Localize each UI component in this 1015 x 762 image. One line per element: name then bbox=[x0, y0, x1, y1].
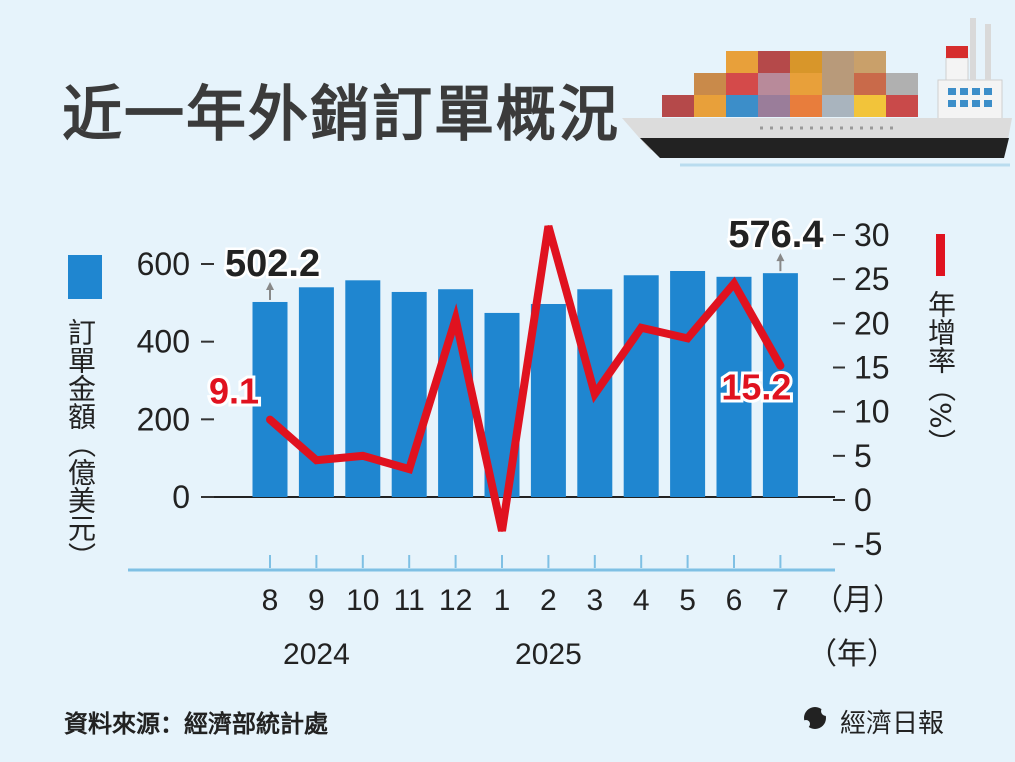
bar bbox=[623, 275, 659, 497]
annotation-arrow-head bbox=[266, 281, 274, 290]
bar bbox=[530, 303, 566, 497]
right-tick-label: 15 bbox=[854, 350, 890, 386]
line-point bbox=[547, 225, 550, 228]
right-tick-label: 10 bbox=[854, 394, 890, 430]
line-value-label: 15.2 bbox=[721, 367, 791, 408]
line-point bbox=[733, 282, 735, 285]
growth-line bbox=[266, 225, 785, 532]
bar-value-label: 502.2 bbox=[225, 243, 320, 285]
x-unit-label: （月） bbox=[813, 583, 903, 618]
brand-name: 經濟日報 bbox=[840, 709, 945, 739]
x-tick-label: 3 bbox=[586, 584, 603, 617]
left-tick-label: 200 bbox=[137, 401, 190, 437]
chart-title: 近一年外銷訂單概況 bbox=[62, 80, 620, 150]
right-tick-label: 0 bbox=[854, 482, 872, 518]
x-tick-label: 11 bbox=[394, 584, 425, 617]
x-tick-label: 7 bbox=[772, 584, 789, 617]
right-tick-label: 5 bbox=[854, 438, 872, 474]
bar-legend-swatch bbox=[68, 255, 102, 299]
x-tick-label: 5 bbox=[679, 584, 696, 617]
bar bbox=[252, 301, 288, 497]
left-tick-label: 400 bbox=[137, 324, 190, 360]
x-tick-label: 6 bbox=[726, 584, 743, 617]
x-tick-label: 9 bbox=[308, 584, 325, 617]
right-tick-label: 25 bbox=[854, 261, 890, 297]
line-point bbox=[361, 454, 364, 457]
right-axis-label: 年增率（%） bbox=[924, 290, 957, 457]
annotation-arrow-head bbox=[776, 253, 785, 262]
left-tick-label: 0 bbox=[172, 479, 190, 515]
bar bbox=[670, 270, 706, 497]
right-tick-label: 20 bbox=[854, 305, 890, 341]
x-tick-label: 12 bbox=[439, 584, 472, 617]
bar bbox=[716, 276, 752, 497]
x-tick-label: 4 bbox=[633, 584, 650, 617]
bar-value-label: 576.4 bbox=[728, 214, 823, 256]
line-point bbox=[640, 326, 643, 329]
x-tick-label: 10 bbox=[346, 584, 379, 617]
left-tick-label: 600 bbox=[137, 246, 190, 282]
line-point bbox=[315, 459, 318, 462]
line-value-label: 9.1 bbox=[209, 371, 259, 412]
right-tick-label: 30 bbox=[854, 217, 890, 253]
line-point bbox=[501, 529, 503, 532]
line-point bbox=[593, 393, 596, 395]
line-point bbox=[779, 364, 782, 367]
x-tick-label: 1 bbox=[494, 584, 511, 617]
line-point bbox=[454, 317, 457, 320]
right-tick-label: -5 bbox=[854, 526, 882, 562]
line-point bbox=[408, 468, 411, 471]
year-label: 2025 bbox=[515, 638, 582, 671]
line-legend-swatch bbox=[936, 234, 945, 276]
source-note: 資料來源：經濟部統計處 bbox=[64, 710, 328, 738]
year-unit-label: （年） bbox=[807, 637, 897, 672]
left-axis-label: 訂單金額（億美元） bbox=[64, 318, 97, 570]
x-tick-label: 2 bbox=[540, 584, 557, 617]
year-label: 2024 bbox=[283, 638, 350, 671]
line-point bbox=[686, 337, 689, 340]
bar bbox=[762, 273, 798, 497]
line-point bbox=[269, 418, 271, 421]
x-tick-label: 8 bbox=[262, 584, 279, 617]
